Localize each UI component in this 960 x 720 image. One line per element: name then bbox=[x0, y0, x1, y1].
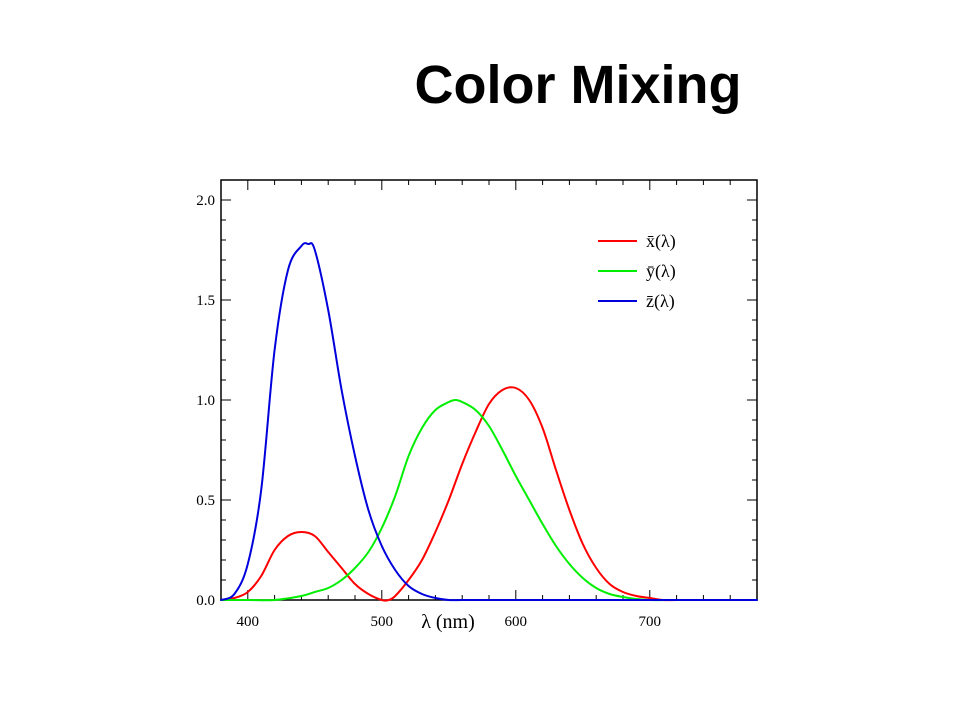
x-tick-label: 700 bbox=[639, 614, 662, 630]
z-bar-series-line bbox=[220, 242, 758, 602]
x-bar-series-line bbox=[220, 386, 758, 602]
y-tick-label: 1.0 bbox=[196, 393, 215, 409]
y-tick-label: 0.5 bbox=[196, 493, 215, 509]
x-tick-label: 500 bbox=[371, 614, 394, 630]
x-tick-label: 400 bbox=[237, 614, 260, 630]
slide-title: Color Mixing bbox=[414, 55, 742, 115]
legend: x̄(λ) ȳ(λ) z̄(λ) bbox=[598, 231, 676, 312]
x-tick-label: 600 bbox=[505, 614, 528, 630]
plot-frame bbox=[220, 179, 758, 601]
x-axis-label: λ (nm) bbox=[421, 611, 475, 633]
y-bar-series-line bbox=[220, 399, 758, 602]
y-tick-label: 1.5 bbox=[196, 293, 215, 309]
legend-entry-x-bar: x̄(λ) bbox=[646, 231, 676, 252]
series-lines bbox=[220, 242, 758, 602]
y-tick-label: 2.0 bbox=[196, 193, 215, 209]
axis-ticks: 400 500 600 700 0.0 0.5 1.0 1.5 2.0 bbox=[196, 179, 758, 630]
y-tick-label: 0.0 bbox=[196, 593, 215, 609]
legend-entry-z-bar: z̄(λ) bbox=[646, 291, 675, 312]
plot-area-border bbox=[220, 179, 758, 601]
legend-entry-y-bar: ȳ(λ) bbox=[646, 261, 676, 282]
